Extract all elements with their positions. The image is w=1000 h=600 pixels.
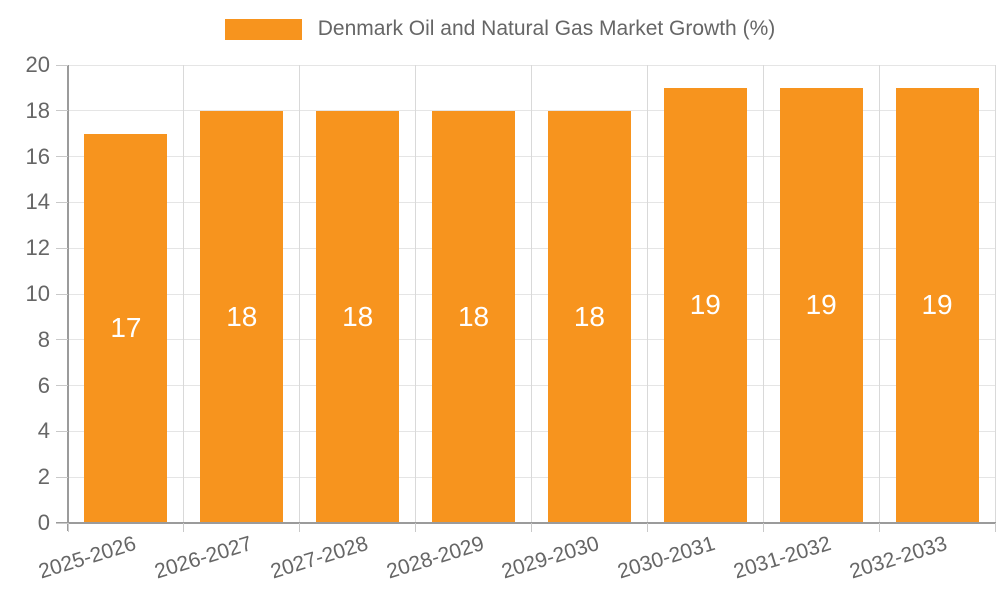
- x-axis-tick: [415, 523, 417, 532]
- bar-value-label: 18: [573, 300, 606, 332]
- y-axis-tick-label: 0: [37, 510, 50, 535]
- y-axis-tick: [56, 293, 68, 295]
- bar[interactable]: 18: [200, 110, 284, 523]
- legend-item[interactable]: Denmark Oil and Natural Gas Market Growt…: [224, 16, 776, 42]
- x-axis-tick: [67, 523, 69, 532]
- gridline-vertical: [531, 65, 532, 523]
- y-axis-tick-label: 20: [25, 52, 50, 77]
- y-axis-tick-label: 12: [25, 235, 50, 261]
- y-axis-tick-label: 14: [25, 189, 50, 215]
- x-axis-tick: [762, 523, 764, 532]
- y-axis-tick-label: 8: [37, 326, 50, 352]
- y-axis-tick: [56, 522, 68, 524]
- bar[interactable]: 18: [316, 110, 400, 523]
- bar[interactable]: 19: [779, 87, 863, 523]
- bar-value-label: 18: [457, 300, 490, 332]
- y-axis-tick-label: 2: [37, 464, 50, 490]
- y-axis-tick-label: 4: [37, 418, 50, 444]
- y-axis-tick-label: 18: [25, 97, 50, 123]
- y-axis-tick: [56, 247, 68, 249]
- bar-value-label: 17: [110, 312, 142, 344]
- y-axis-tick: [56, 430, 68, 432]
- y-axis-tick: [56, 385, 68, 387]
- y-axis-tick: [56, 339, 68, 341]
- x-axis-tick: [531, 523, 532, 532]
- bar-value-label: 19: [689, 289, 721, 321]
- y-axis-tick: [56, 64, 68, 66]
- x-axis-line: [56, 522, 996, 524]
- y-axis-tick-label: 10: [25, 281, 50, 306]
- y-axis-tick: [56, 110, 68, 112]
- bar[interactable]: 19: [663, 87, 747, 523]
- bar-value-label: 19: [921, 289, 953, 321]
- gridline-vertical: [415, 65, 417, 523]
- x-axis-tick: [299, 523, 301, 532]
- y-axis-tick: [56, 156, 68, 158]
- bar-value-label: 18: [226, 300, 258, 332]
- x-axis-tick: [646, 523, 648, 532]
- bar[interactable]: 19: [895, 87, 979, 523]
- x-axis-tick: [183, 523, 185, 532]
- y-axis-tick: [56, 201, 68, 203]
- gridline-vertical: [183, 65, 185, 523]
- bar[interactable]: 18: [432, 110, 516, 523]
- bar[interactable]: 18: [547, 110, 631, 523]
- gridline-vertical: [762, 65, 764, 523]
- x-axis-tick: [878, 523, 880, 532]
- bar[interactable]: 17: [84, 133, 168, 523]
- bar-value-label: 18: [342, 300, 374, 332]
- y-axis-tick-label: 6: [37, 372, 50, 398]
- plot-area: 17 18 18 18 18 19 19 19: [68, 64, 996, 523]
- gridline-vertical: [299, 65, 301, 523]
- y-axis-tick: [56, 476, 68, 478]
- legend-swatch: [224, 18, 302, 40]
- gridline-vertical: [994, 65, 996, 523]
- legend: Denmark Oil and Natural Gas Market Growt…: [0, 16, 1000, 42]
- gridline-vertical: [646, 65, 648, 523]
- bar-value-label: 19: [805, 289, 837, 321]
- legend-label: Denmark Oil and Natural Gas Market Growt…: [317, 17, 776, 40]
- y-axis-line: [67, 65, 69, 531]
- y-axis-tick-label: 16: [25, 143, 50, 169]
- gridline-vertical: [878, 65, 880, 523]
- x-axis-tick: [994, 523, 996, 532]
